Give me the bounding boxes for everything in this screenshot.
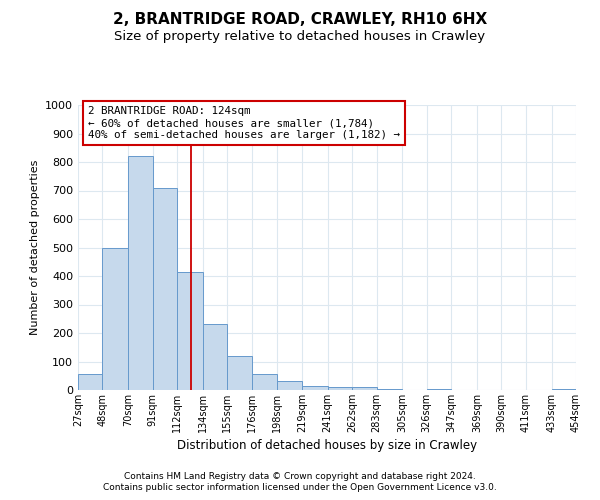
- Bar: [177, 272, 203, 390]
- Text: Size of property relative to detached houses in Crawley: Size of property relative to detached ho…: [115, 30, 485, 43]
- Bar: [152, 188, 177, 390]
- Bar: [551, 388, 576, 390]
- Text: Contains HM Land Registry data © Crown copyright and database right 2024.: Contains HM Land Registry data © Crown c…: [124, 472, 476, 481]
- Bar: [203, 324, 227, 390]
- Bar: [328, 387, 352, 390]
- Bar: [227, 356, 252, 390]
- Bar: [252, 374, 277, 390]
- Y-axis label: Number of detached properties: Number of detached properties: [29, 160, 40, 335]
- Bar: [78, 374, 103, 390]
- Bar: [128, 156, 152, 390]
- Text: Contains public sector information licensed under the Open Government Licence v3: Contains public sector information licen…: [103, 484, 497, 492]
- Bar: [277, 380, 302, 390]
- Text: 2, BRANTRIDGE ROAD, CRAWLEY, RH10 6HX: 2, BRANTRIDGE ROAD, CRAWLEY, RH10 6HX: [113, 12, 487, 28]
- Text: 2 BRANTRIDGE ROAD: 124sqm
← 60% of detached houses are smaller (1,784)
40% of se: 2 BRANTRIDGE ROAD: 124sqm ← 60% of detac…: [88, 106, 400, 140]
- Bar: [377, 388, 402, 390]
- Bar: [427, 388, 451, 390]
- Bar: [103, 248, 128, 390]
- Bar: [352, 387, 377, 390]
- X-axis label: Distribution of detached houses by size in Crawley: Distribution of detached houses by size …: [177, 439, 477, 452]
- Bar: [302, 386, 328, 390]
